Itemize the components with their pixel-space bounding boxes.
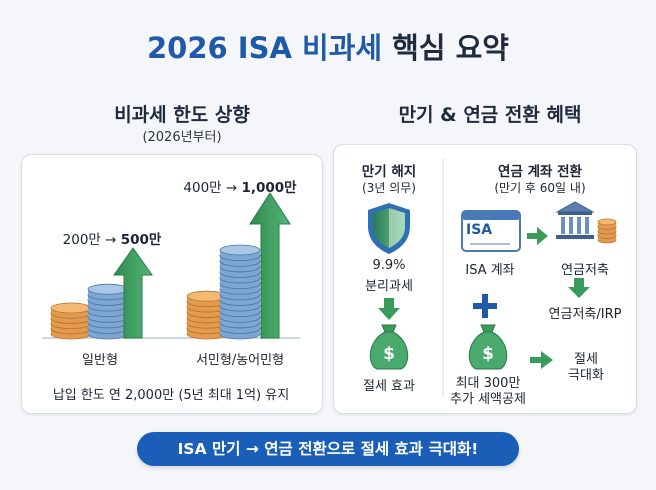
money-bag-icon: $ <box>468 324 508 370</box>
bank-icon <box>555 201 595 239</box>
pension-irp-label: 연금저축/IRP <box>548 307 622 322</box>
shield-icon <box>368 203 410 254</box>
extra-credit-amount: 최대 300만 <box>455 376 521 391</box>
svg-text:$: $ <box>383 344 395 364</box>
extra-tax-credit-label: 추가 세액공제 <box>450 392 526 407</box>
low-income-limit-to: 1,000만 <box>241 180 297 196</box>
coin-stack-icon <box>219 244 261 340</box>
arrow-right-icon <box>527 227 548 245</box>
contribution-limit-note: 납입 한도 연 2,000만 (5년 최대 1억) 유지 <box>52 388 290 403</box>
isa-card-label: ISA <box>466 222 493 238</box>
main-title-highlight: 2026 ISA 비과세 <box>146 31 383 65</box>
summary-banner: ISA 만기 → 연금 전환으로 절세 효과 극대화! <box>137 432 519 466</box>
low-income-limit-change: 400만 → 1,000만 <box>175 176 305 196</box>
coin-stack-icon <box>87 283 129 340</box>
low-income-limit-from: 400만 → <box>183 180 238 196</box>
pension-transfer-title: 연금 계좌 전환 <box>498 164 582 180</box>
arrow-up-icon <box>249 192 291 339</box>
general-type-label: 일반형 <box>82 353 118 368</box>
pension-savings-label: 연금저축 <box>561 263 609 278</box>
arrow-down-icon <box>568 278 590 298</box>
main-title-rest: 핵심 요약 <box>392 31 509 65</box>
right-section-title: 만기 & 연금 전환 혜택 <box>398 104 582 126</box>
general-limit-to: 500만 <box>120 232 162 248</box>
low-income-type-label: 서민형/농어민형 <box>195 353 285 368</box>
isa-account-label: ISA 계좌 <box>465 263 515 278</box>
main-title: 2026 ISA 비과세 핵심 요약 <box>0 30 656 66</box>
money-bag-icon: $ <box>369 324 409 370</box>
isa-card-icon <box>461 210 521 252</box>
arrow-down-icon <box>378 298 400 320</box>
coin-stack-icon <box>50 302 92 340</box>
arrow-up-icon <box>113 247 153 339</box>
maximize-line2: 극대화 <box>568 368 604 383</box>
pension-transfer-subtitle: (만기 후 60일 내) <box>494 181 586 195</box>
separate-taxation-label: 분리과세 <box>365 279 413 294</box>
maximize-line1: 절세 <box>574 352 598 367</box>
plus-icon <box>473 294 497 318</box>
left-section-subtitle: (2026년부터) <box>142 130 222 145</box>
coin-stack-icon <box>597 218 617 244</box>
tax-saving-effect: 절세 효과 <box>363 379 415 394</box>
arrow-right-icon <box>530 351 553 369</box>
maturity-title: 만기 해지 <box>361 164 417 180</box>
general-limit-change: 200만 → 500만 <box>47 228 177 248</box>
separate-tax-rate: 9.9% <box>372 258 406 273</box>
maturity-subtitle: (3년 의무) <box>362 181 416 195</box>
left-section-title: 비과세 한도 상향 <box>114 104 250 126</box>
general-limit-from: 200만 → <box>62 232 117 248</box>
svg-text:$: $ <box>482 344 494 364</box>
